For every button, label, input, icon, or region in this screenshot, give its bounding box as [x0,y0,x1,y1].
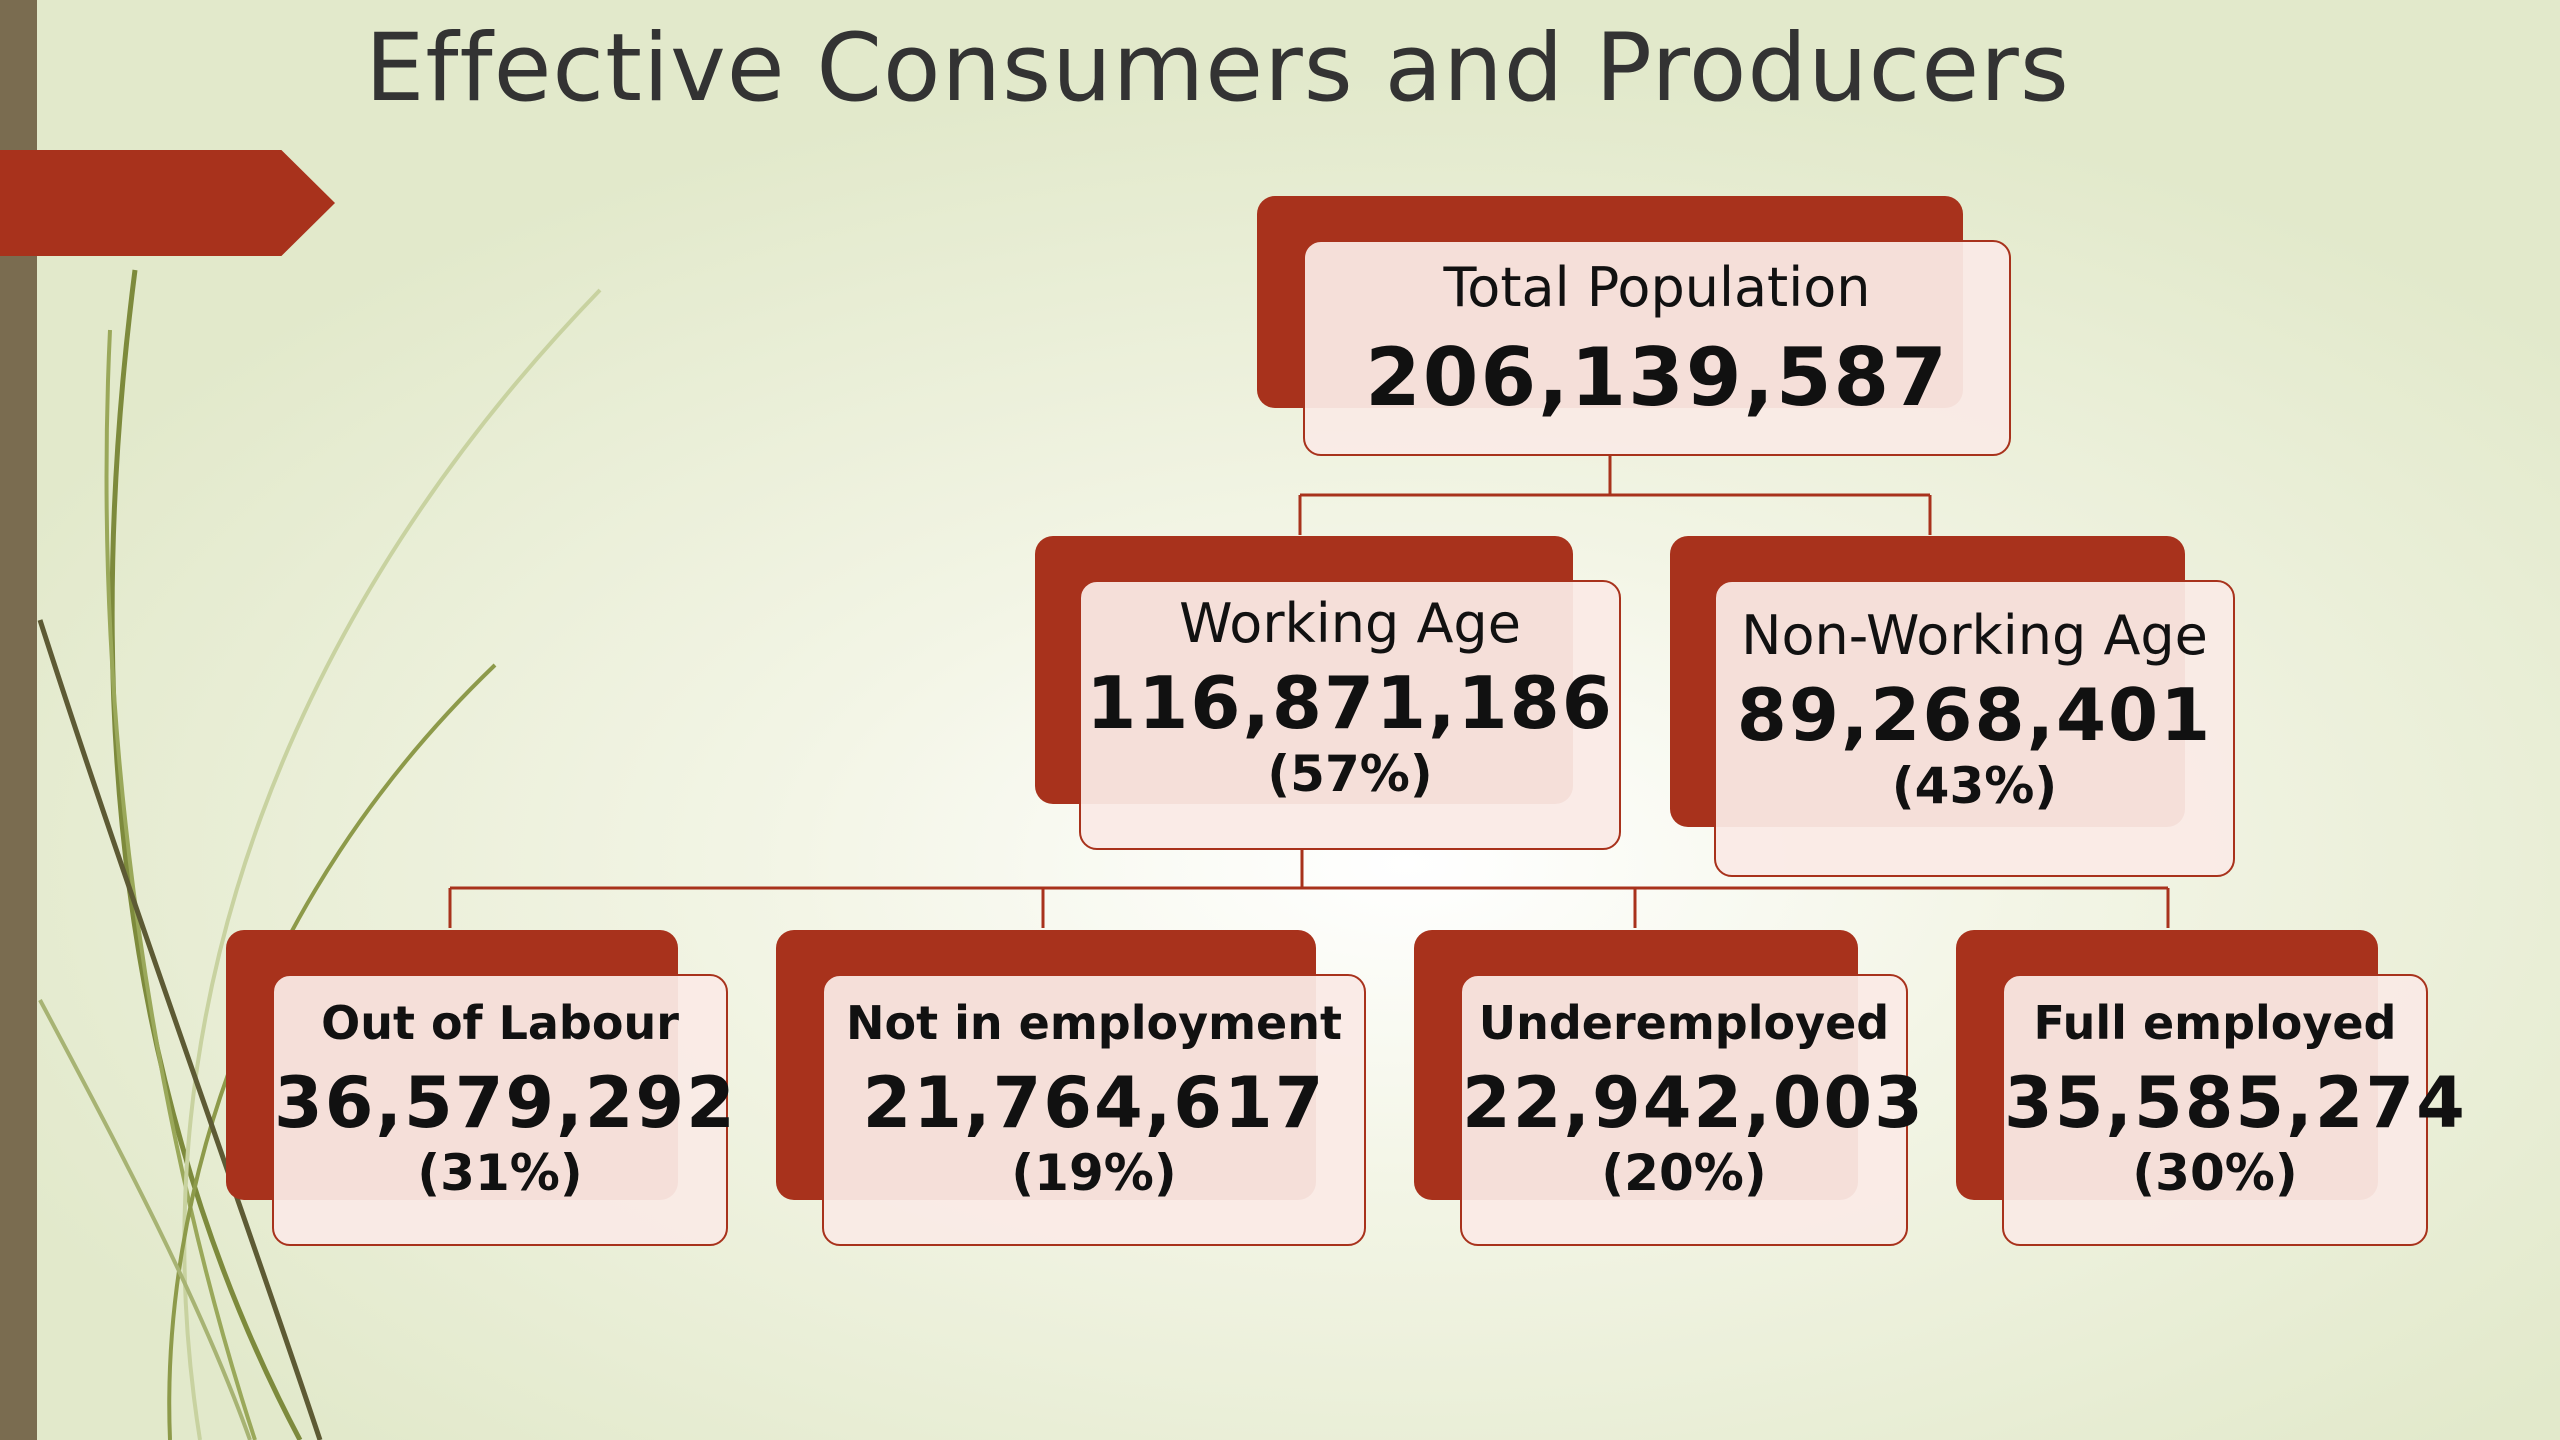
node-percent: (43%) [1891,757,2058,815]
node-value: 116,871,186 [1086,661,1614,745]
node-not-in-employment: Not in employment 21,764,617 (19%) [776,930,1366,1246]
node-card: Non-Working Age 89,268,401 (43%) [1714,580,2235,877]
node-percent: (30%) [2132,1144,2298,1202]
node-out-of-labour: Out of Labour 36,579,292 (31%) [226,930,737,1246]
node-value: 206,139,587 [1365,331,1949,424]
node-value: 35,585,274 [2004,1062,2467,1144]
node-total-population: Total Population 206,139,587 [1257,196,2011,456]
node-card: Underemployed 22,942,003 (20%) [1460,974,1925,1246]
node-card: Full employed 35,585,274 (30%) [2002,974,2467,1246]
title-arrow-tab [0,150,335,256]
node-label: Underemployed [1478,996,1890,1050]
node-percent: (19%) [1011,1144,1177,1202]
node-label: Working Age [1179,592,1521,655]
node-percent: (31%) [417,1144,583,1202]
node-percent: (20%) [1601,1144,1767,1202]
node-value: 36,579,292 [274,1062,737,1144]
node-label: Non-Working Age [1741,604,2208,667]
node-underemployed: Underemployed 22,942,003 (20%) [1414,930,1925,1246]
node-value: 21,764,617 [862,1062,1326,1144]
node-full-employed: Full employed 35,585,274 (30%) [1956,930,2467,1246]
node-label: Full employed [2033,996,2397,1050]
node-label: Out of Labour [321,996,679,1050]
node-card: Total Population 206,139,587 [1303,240,2011,456]
node-working-age: Working Age 116,871,186 (57%) [1035,536,1621,850]
node-card: Out of Labour 36,579,292 (31%) [272,974,737,1246]
node-value: 22,942,003 [1462,1062,1925,1144]
node-card: Not in employment 21,764,617 (19%) [822,974,1366,1246]
node-non-working-age: Non-Working Age 89,268,401 (43%) [1670,536,2235,877]
node-label: Not in employment [846,996,1342,1050]
node-label: Total Population [1443,256,1871,319]
node-percent: (57%) [1267,745,1433,803]
node-value: 89,268,401 [1736,673,2213,757]
node-card: Working Age 116,871,186 (57%) [1079,580,1621,850]
slide-title: Effective Consumers and Producers [365,14,2070,123]
